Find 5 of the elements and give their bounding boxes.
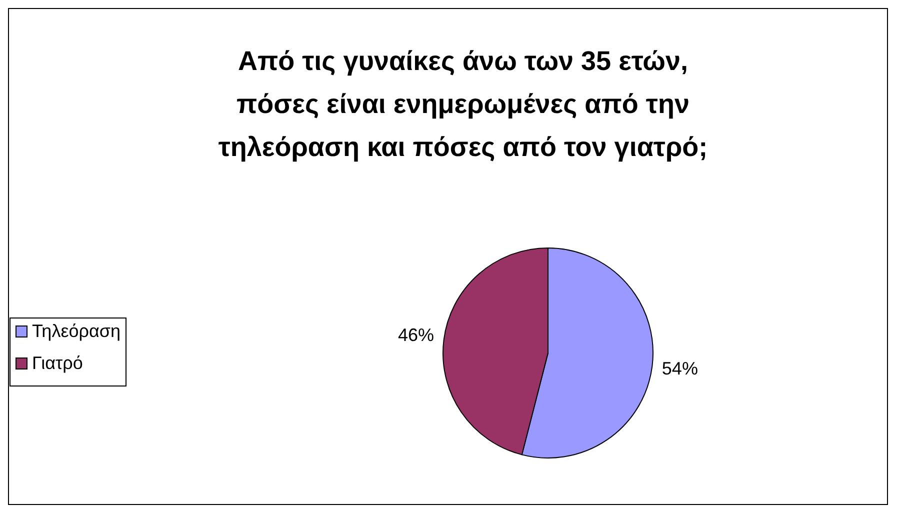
legend-label: Γιατρό xyxy=(32,352,83,373)
chart-title: Από τις γυναίκες άνω των 35 ετών, πόσες είναι ενημερωμένες από την τηλεόραση και πόσες από τον γιατρό; xyxy=(218,46,708,162)
legend-label: Τηλεόραση xyxy=(32,320,120,341)
data-label: 46% xyxy=(398,325,434,346)
data-label: 54% xyxy=(662,358,698,378)
